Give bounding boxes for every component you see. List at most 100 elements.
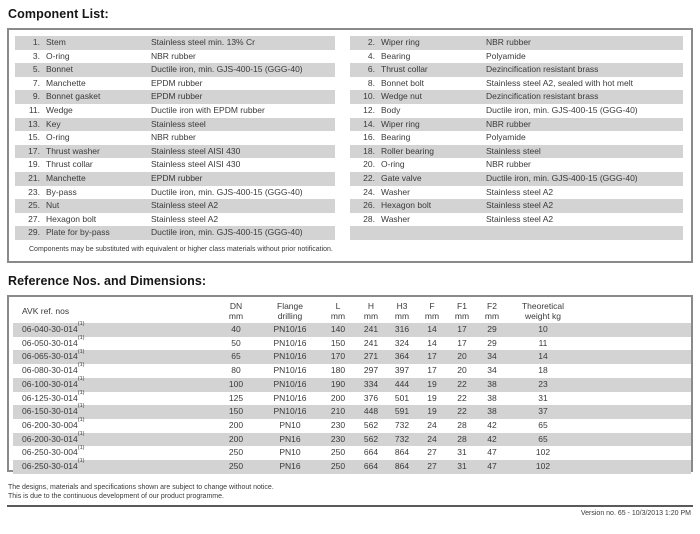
column-header-f1: F1 mm <box>447 299 477 323</box>
footnote-marker: (1) <box>77 321 85 328</box>
component-entry-right: 14. Wiper ring NBR rubber <box>350 117 683 132</box>
column-header-line2: mm <box>363 310 379 321</box>
cell-l: 230 <box>330 419 346 430</box>
component-entry-right: 4. Bearing Polyamide <box>350 50 683 64</box>
component-entry-left: 5. Bonnet Ductile iron, min. GJS-400-15 (G… <box>15 63 335 77</box>
component-material: Stainless steel min. 13% Cr <box>151 37 255 47</box>
component-name: Thrust washer <box>46 145 100 156</box>
component-list-title: Component List: <box>8 7 109 21</box>
cell-flange: PN10/16 <box>273 351 307 362</box>
component-substitution-note: Components may be substituted with equiv… <box>29 245 333 253</box>
cell-f1: 28 <box>457 419 467 430</box>
component-material: Ductile iron, min. GJS-400-15 (GGG-40) <box>486 104 638 115</box>
component-list-box: 1. Stem Stainless steel min. 13% Cr 2. Wiper… <box>7 28 693 263</box>
component-name: Wedge <box>46 104 73 115</box>
component-number: 5. <box>32 64 40 75</box>
cell-dn: 50 <box>231 337 241 348</box>
cell-weight: 11 <box>538 337 548 348</box>
component-number: 17. <box>28 145 40 156</box>
component-number: 20. <box>363 159 375 170</box>
footnote-marker: (1) <box>77 430 85 437</box>
cell-filler <box>579 337 691 351</box>
component-name: O-ring <box>46 132 70 143</box>
component-number: 9. <box>32 91 40 102</box>
ref-number: 06-050-30-014 <box>22 337 78 348</box>
component-name: O-ring <box>46 50 70 61</box>
cell-h: 448 <box>363 406 379 417</box>
column-header-line1: AVK ref. nos <box>22 305 70 316</box>
column-header-line2: mm <box>394 310 410 321</box>
component-entry-right: 16. Bearing Polyamide <box>350 131 683 145</box>
component-row: 29. Plate for by-pass Ductile iron, min. G… <box>13 226 687 240</box>
cell-h: 334 <box>363 378 379 389</box>
column-header-weight: Theoretical weight kg <box>507 299 579 323</box>
column-header-line1: Theoretical <box>521 301 565 311</box>
cell-l: 200 <box>330 392 346 403</box>
cell-f: 14 <box>427 324 437 334</box>
component-entry-right: 28. Washer Stainless steel A2 <box>350 213 683 227</box>
cell-h: 241 <box>363 324 379 334</box>
column-header-line1: H <box>367 301 375 311</box>
component-name: Thrust collar <box>46 159 93 170</box>
component-material: Ductile iron with EPDM rubber <box>151 104 265 115</box>
ref-number: 06-150-30-014 <box>22 406 78 417</box>
component-number: 13. <box>28 118 40 129</box>
cell-h: 664 <box>363 447 379 458</box>
cell-dn: 80 <box>231 365 241 376</box>
component-entry-left: 3. O-ring NBR rubber <box>15 50 335 64</box>
cell-weight: 23 <box>538 378 548 389</box>
component-number: 25. <box>28 200 40 211</box>
cell-ref: 06-065-30-014(1) <box>13 349 213 364</box>
component-name: Bonnet <box>46 64 73 75</box>
component-entry-right: 6. Thrust collar Dezincification resistant… <box>350 63 683 77</box>
footer-divider <box>7 505 693 507</box>
cell-h: 241 <box>363 337 379 348</box>
cell-h3: 444 <box>394 378 410 389</box>
component-name: Bearing <box>381 50 411 61</box>
component-row: 1. Stem Stainless steel min. 13% Cr 2. Wiper… <box>13 36 687 50</box>
cell-h: 376 <box>363 392 379 403</box>
cell-ref: 06-250-30-004(1) <box>13 445 213 460</box>
cell-dn: 150 <box>228 406 244 417</box>
ref-number: 06-250-30-014 <box>22 461 78 472</box>
component-name: Washer <box>381 213 410 224</box>
component-material: NBR rubber <box>486 118 531 129</box>
cell-f: 24 <box>427 419 437 430</box>
cell-f: 27 <box>427 461 437 472</box>
footnote-marker: (1) <box>77 403 85 410</box>
cell-h3: 732 <box>394 419 410 430</box>
cell-l: 150 <box>330 337 346 348</box>
component-entry-left: 7. Manchette EPDM rubber <box>15 77 335 91</box>
column-header-line1: DN <box>229 301 243 311</box>
cell-filler <box>579 392 691 406</box>
component-name: Gate valve <box>381 172 422 183</box>
component-number: 16. <box>363 132 375 143</box>
component-number: 19. <box>28 159 40 170</box>
cell-dn: 65 <box>231 351 241 362</box>
component-number: 4. <box>367 50 375 61</box>
cell-filler <box>579 405 691 419</box>
cell-flange: PN10/16 <box>273 392 307 403</box>
cell-flange: PN10/16 <box>273 324 307 334</box>
cell-h3: 397 <box>394 365 410 376</box>
component-material: Stainless steel <box>151 118 206 129</box>
component-number: 6. <box>367 64 375 75</box>
component-name: Wiper ring <box>381 37 420 47</box>
cell-dn: 200 <box>228 433 244 444</box>
cell-weight: 14 <box>538 351 548 362</box>
component-material: Stainless steel AISI 430 <box>151 145 241 156</box>
cell-f2: 34 <box>487 365 497 376</box>
column-header-line1: F2 <box>487 301 497 311</box>
component-material: Ductile iron, min. GJS-400-15 (GGG-40) <box>151 64 303 75</box>
cell-filler <box>579 364 691 378</box>
column-header-line2: weight kg <box>525 310 561 321</box>
cell-dn: 125 <box>228 392 244 403</box>
component-number: 1. <box>32 37 40 47</box>
ref-number: 06-200-30-004 <box>22 419 78 430</box>
component-entry-right: 24. Washer Stainless steel A2 <box>350 186 683 200</box>
column-header-line1: Flange <box>277 301 303 311</box>
